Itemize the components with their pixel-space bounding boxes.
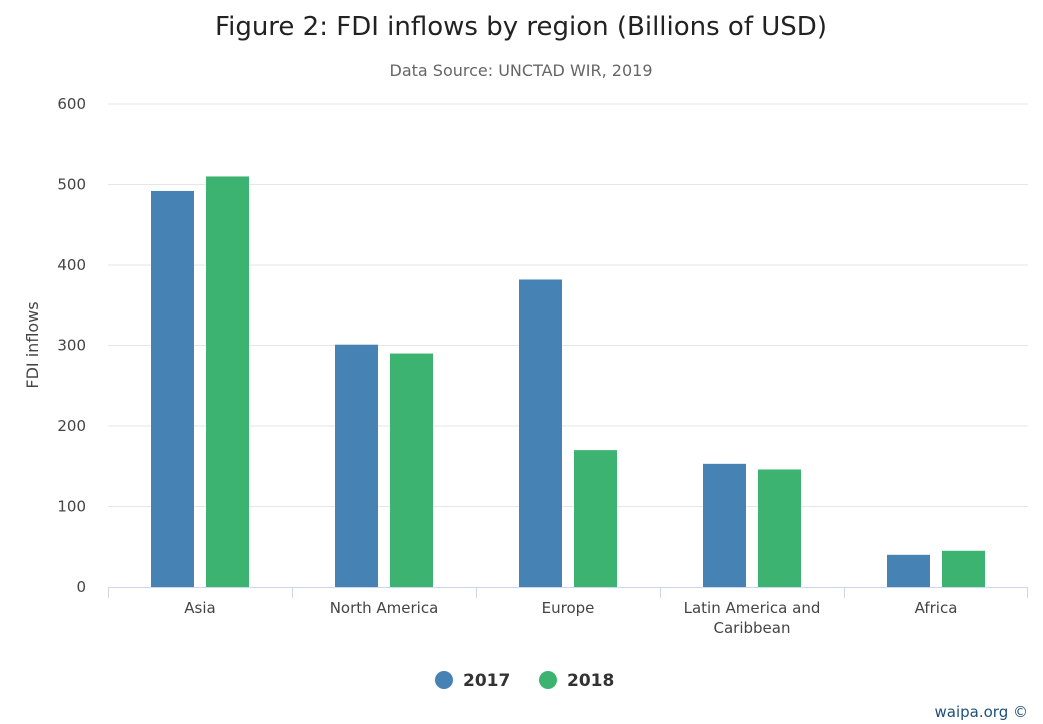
legend-item-2017[interactable]: 2017 xyxy=(435,671,510,691)
y-tick-label: 300 xyxy=(57,337,86,355)
y-tick-label: 200 xyxy=(57,417,86,435)
x-tick-label: Asia xyxy=(184,599,215,617)
y-axis-title: FDI inflows xyxy=(23,301,42,388)
gridlines xyxy=(108,103,1028,507)
bar-2018[interactable] xyxy=(390,353,433,587)
bar-2017[interactable] xyxy=(335,344,378,587)
credits-text: waipa.org © xyxy=(935,703,1028,721)
bars xyxy=(151,176,985,587)
legend-label: 2017 xyxy=(463,671,510,691)
x-axis-labels: Asia North America Europe Latin America and… xyxy=(184,599,957,637)
y-tick-label: 600 xyxy=(57,95,86,113)
legend-marker xyxy=(539,671,557,689)
legend-item-2018[interactable]: 2018 xyxy=(539,671,614,691)
y-axis-ticks: 0 100 200 300 400 500 600 xyxy=(57,95,86,596)
x-tick-label: Europe xyxy=(542,599,595,617)
bar-2017[interactable] xyxy=(519,279,562,587)
bar-2018[interactable] xyxy=(758,469,801,587)
bar-2017[interactable] xyxy=(887,554,930,587)
chart-subtitle: Data Source: UNCTAD WIR, 2019 xyxy=(390,61,653,80)
y-tick-label: 100 xyxy=(57,498,86,516)
y-tick-label: 400 xyxy=(57,256,86,274)
legend-label: 2018 xyxy=(567,671,614,691)
x-tick-label: Latin America and Caribbean xyxy=(684,599,821,637)
bar-2018[interactable] xyxy=(206,176,249,587)
bar-2018[interactable] xyxy=(942,550,985,587)
y-tick-label: 0 xyxy=(76,578,86,596)
chart-title: Figure 2: FDI inflows by region (Billion… xyxy=(215,12,827,42)
legend: 2017 2018 xyxy=(435,671,614,691)
y-tick-label: 500 xyxy=(57,176,86,194)
bar-2017[interactable] xyxy=(703,463,746,587)
x-tick-label: North America xyxy=(330,599,439,617)
bar-2018[interactable] xyxy=(574,450,617,587)
legend-marker xyxy=(435,671,453,689)
x-tick-label: Africa xyxy=(915,599,958,617)
x-axis-ticks xyxy=(108,587,1028,598)
bar-2017[interactable] xyxy=(151,190,194,587)
